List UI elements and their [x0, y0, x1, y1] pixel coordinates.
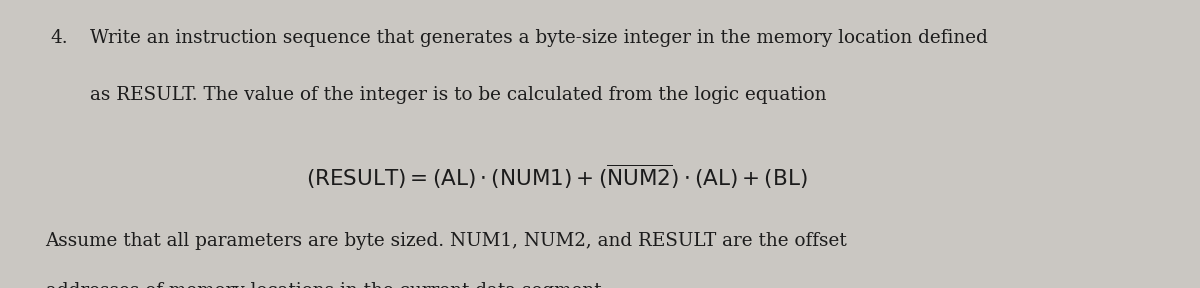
Text: Write an instruction sequence that generates a byte-size integer in the memory l: Write an instruction sequence that gener…: [90, 29, 988, 47]
Text: Assume that all parameters are byte sized. NUM1, NUM2, and RESULT are the offset: Assume that all parameters are byte size…: [46, 232, 847, 250]
Text: 4.: 4.: [50, 29, 68, 47]
Text: addresses of memory locations in the current data segment.: addresses of memory locations in the cur…: [46, 282, 607, 288]
Text: as RESULT. The value of the integer is to be calculated from the logic equation: as RESULT. The value of the integer is t…: [90, 86, 827, 105]
Text: $\mathrm{(RESULT) = (AL) \cdot (NUM1) + (\overline{NUM2}) \cdot (AL) + (BL)}$: $\mathrm{(RESULT) = (AL) \cdot (NUM1) + …: [306, 163, 808, 191]
